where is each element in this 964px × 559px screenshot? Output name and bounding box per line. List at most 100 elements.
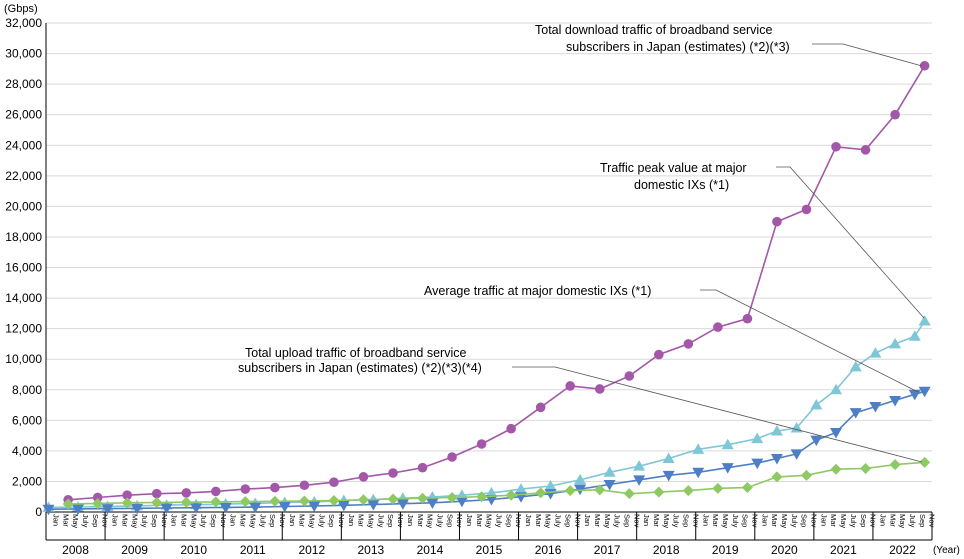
month-tick-label: Jan <box>406 514 415 526</box>
data-point <box>889 459 901 471</box>
data-point <box>337 500 350 512</box>
series-label: subscribers in Japan (estimates) (*2)(*3… <box>238 361 482 375</box>
data-point <box>662 470 675 482</box>
data-point <box>830 428 843 439</box>
month-tick-label: Mar <box>770 514 779 527</box>
data-point <box>328 495 340 507</box>
month-tick-label: Sep <box>327 514 336 527</box>
data-point <box>712 482 724 494</box>
leader-line <box>512 366 923 463</box>
month-tick-label: May <box>839 514 848 528</box>
month-tick-label: Sep <box>150 514 159 527</box>
data-point <box>790 449 803 460</box>
series-line <box>48 390 925 510</box>
data-point <box>830 463 842 475</box>
data-point <box>919 456 931 468</box>
y-tick-label: 12,000 <box>5 322 42 336</box>
data-point <box>849 360 862 372</box>
month-tick-label: Mar <box>416 514 425 527</box>
month-tick-label: July <box>790 514 799 528</box>
month-tick-label: May <box>426 514 435 528</box>
data-point <box>594 484 606 496</box>
year-tick-label: 2018 <box>653 543 680 557</box>
month-tick-label: July <box>731 514 740 528</box>
month-tick-label: Sep <box>209 514 218 527</box>
data-point <box>633 460 646 471</box>
series-line <box>48 320 926 509</box>
data-point <box>62 498 74 510</box>
month-tick-label: Jan <box>111 514 120 526</box>
month-tick-label: Sep <box>800 514 809 527</box>
y-tick-label: 4,000 <box>12 444 42 458</box>
month-tick-label: Mar <box>534 514 543 527</box>
leader-line <box>776 166 925 319</box>
month-tick-label: Jan <box>819 514 828 526</box>
data-point <box>308 501 321 513</box>
y-tick-label: 10,000 <box>5 352 42 366</box>
month-tick-label: Mar <box>593 514 602 527</box>
data-point <box>131 503 144 515</box>
month-tick-label: July <box>672 514 681 528</box>
month-tick-label: Jan <box>524 514 533 526</box>
data-point <box>849 408 862 419</box>
month-tick-label: Sep <box>682 514 691 527</box>
data-point <box>565 381 576 391</box>
month-tick-label: Sep <box>386 514 395 527</box>
data-point <box>624 371 635 381</box>
month-tick-label: Mar <box>357 514 366 527</box>
year-tick-label: 2012 <box>298 543 325 557</box>
data-point <box>426 498 439 509</box>
x-unit-label: (Year) <box>933 545 960 556</box>
month-tick-label: Mar <box>711 514 720 527</box>
data-point <box>810 435 823 447</box>
leader-line <box>700 289 919 393</box>
y-tick-labels: 0 2,000 4,000 6,000 8,000 10,000 12,000 14,000 1… <box>5 16 42 519</box>
data-point <box>278 501 291 513</box>
year-tick-label: 2008 <box>62 543 89 557</box>
month-tick-label: July <box>199 514 208 528</box>
month-tick-label: Jan <box>642 514 651 526</box>
data-point <box>514 483 527 494</box>
data-point <box>662 452 675 464</box>
month-tick-label: May <box>603 514 612 528</box>
series-line <box>68 461 925 505</box>
month-tick-label: July <box>81 514 90 528</box>
month-tick-label: Jan <box>760 514 769 526</box>
data-point <box>388 468 398 478</box>
year-tick-label: 2011 <box>240 543 266 557</box>
series-label: Total upload traffic of broadband servic… <box>245 346 466 360</box>
data-point <box>210 496 222 508</box>
gridlines <box>46 22 932 513</box>
y-tick-label: 20,000 <box>5 199 42 213</box>
month-tick-label: May <box>307 514 316 528</box>
data-point <box>713 322 723 332</box>
month-tick-label: Jan <box>347 514 356 526</box>
data-point <box>860 462 872 474</box>
data-point <box>239 496 251 508</box>
month-tick-label: Sep <box>623 514 632 527</box>
y-tick-label: 18,000 <box>5 230 42 244</box>
data-point <box>358 472 369 482</box>
data-point <box>654 349 664 360</box>
data-point <box>692 443 705 454</box>
data-point <box>485 486 498 498</box>
data-point <box>160 503 173 515</box>
data-point <box>770 454 783 465</box>
data-point <box>801 204 812 215</box>
data-point <box>506 423 516 434</box>
data-point <box>603 466 616 477</box>
month-tick-label: Mar <box>298 514 307 527</box>
data-point <box>751 458 764 470</box>
year-tick-label: 2014 <box>417 543 444 557</box>
data-point <box>682 485 694 497</box>
y-tick-label: 32,000 <box>5 16 42 30</box>
month-tick-label: July <box>140 514 149 528</box>
data-point <box>721 463 734 474</box>
data-point <box>367 500 380 511</box>
data-point <box>219 502 232 514</box>
data-point <box>919 60 930 71</box>
data-point <box>623 488 635 500</box>
year-tick-label: 2019 <box>712 543 739 557</box>
data-point <box>890 109 900 120</box>
month-tick-label: May <box>780 514 789 528</box>
